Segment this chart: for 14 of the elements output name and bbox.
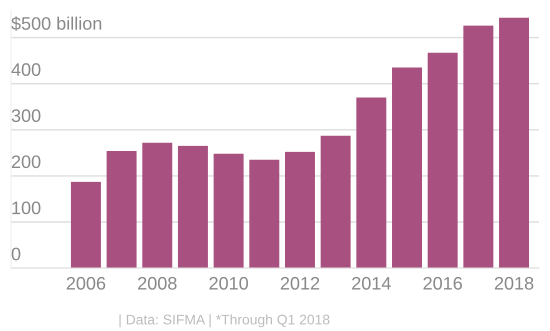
y-tick-label: 300 — [12, 109, 40, 122]
x-tick-label: 2008 — [138, 276, 177, 290]
x-tick-label: 2014 — [352, 276, 391, 290]
y-tick-label: 200 — [12, 155, 40, 168]
y-tick-label: 400 — [11, 63, 40, 76]
x-tick-label: 2010 — [209, 276, 248, 290]
x-tick-label: 2016 — [424, 276, 462, 290]
y-tick-label: $500 billion — [11, 16, 102, 31]
x-tick-label: 2012 — [280, 276, 320, 290]
text: | Data: SIFMA | *Through Q1 2018 — [119, 314, 330, 328]
y-tick-label: 100 — [12, 201, 40, 214]
y-tick-label: 0 — [12, 248, 20, 260]
x-tick-label: 2018 — [494, 276, 534, 290]
x-tick-label: 2006 — [66, 276, 106, 290]
